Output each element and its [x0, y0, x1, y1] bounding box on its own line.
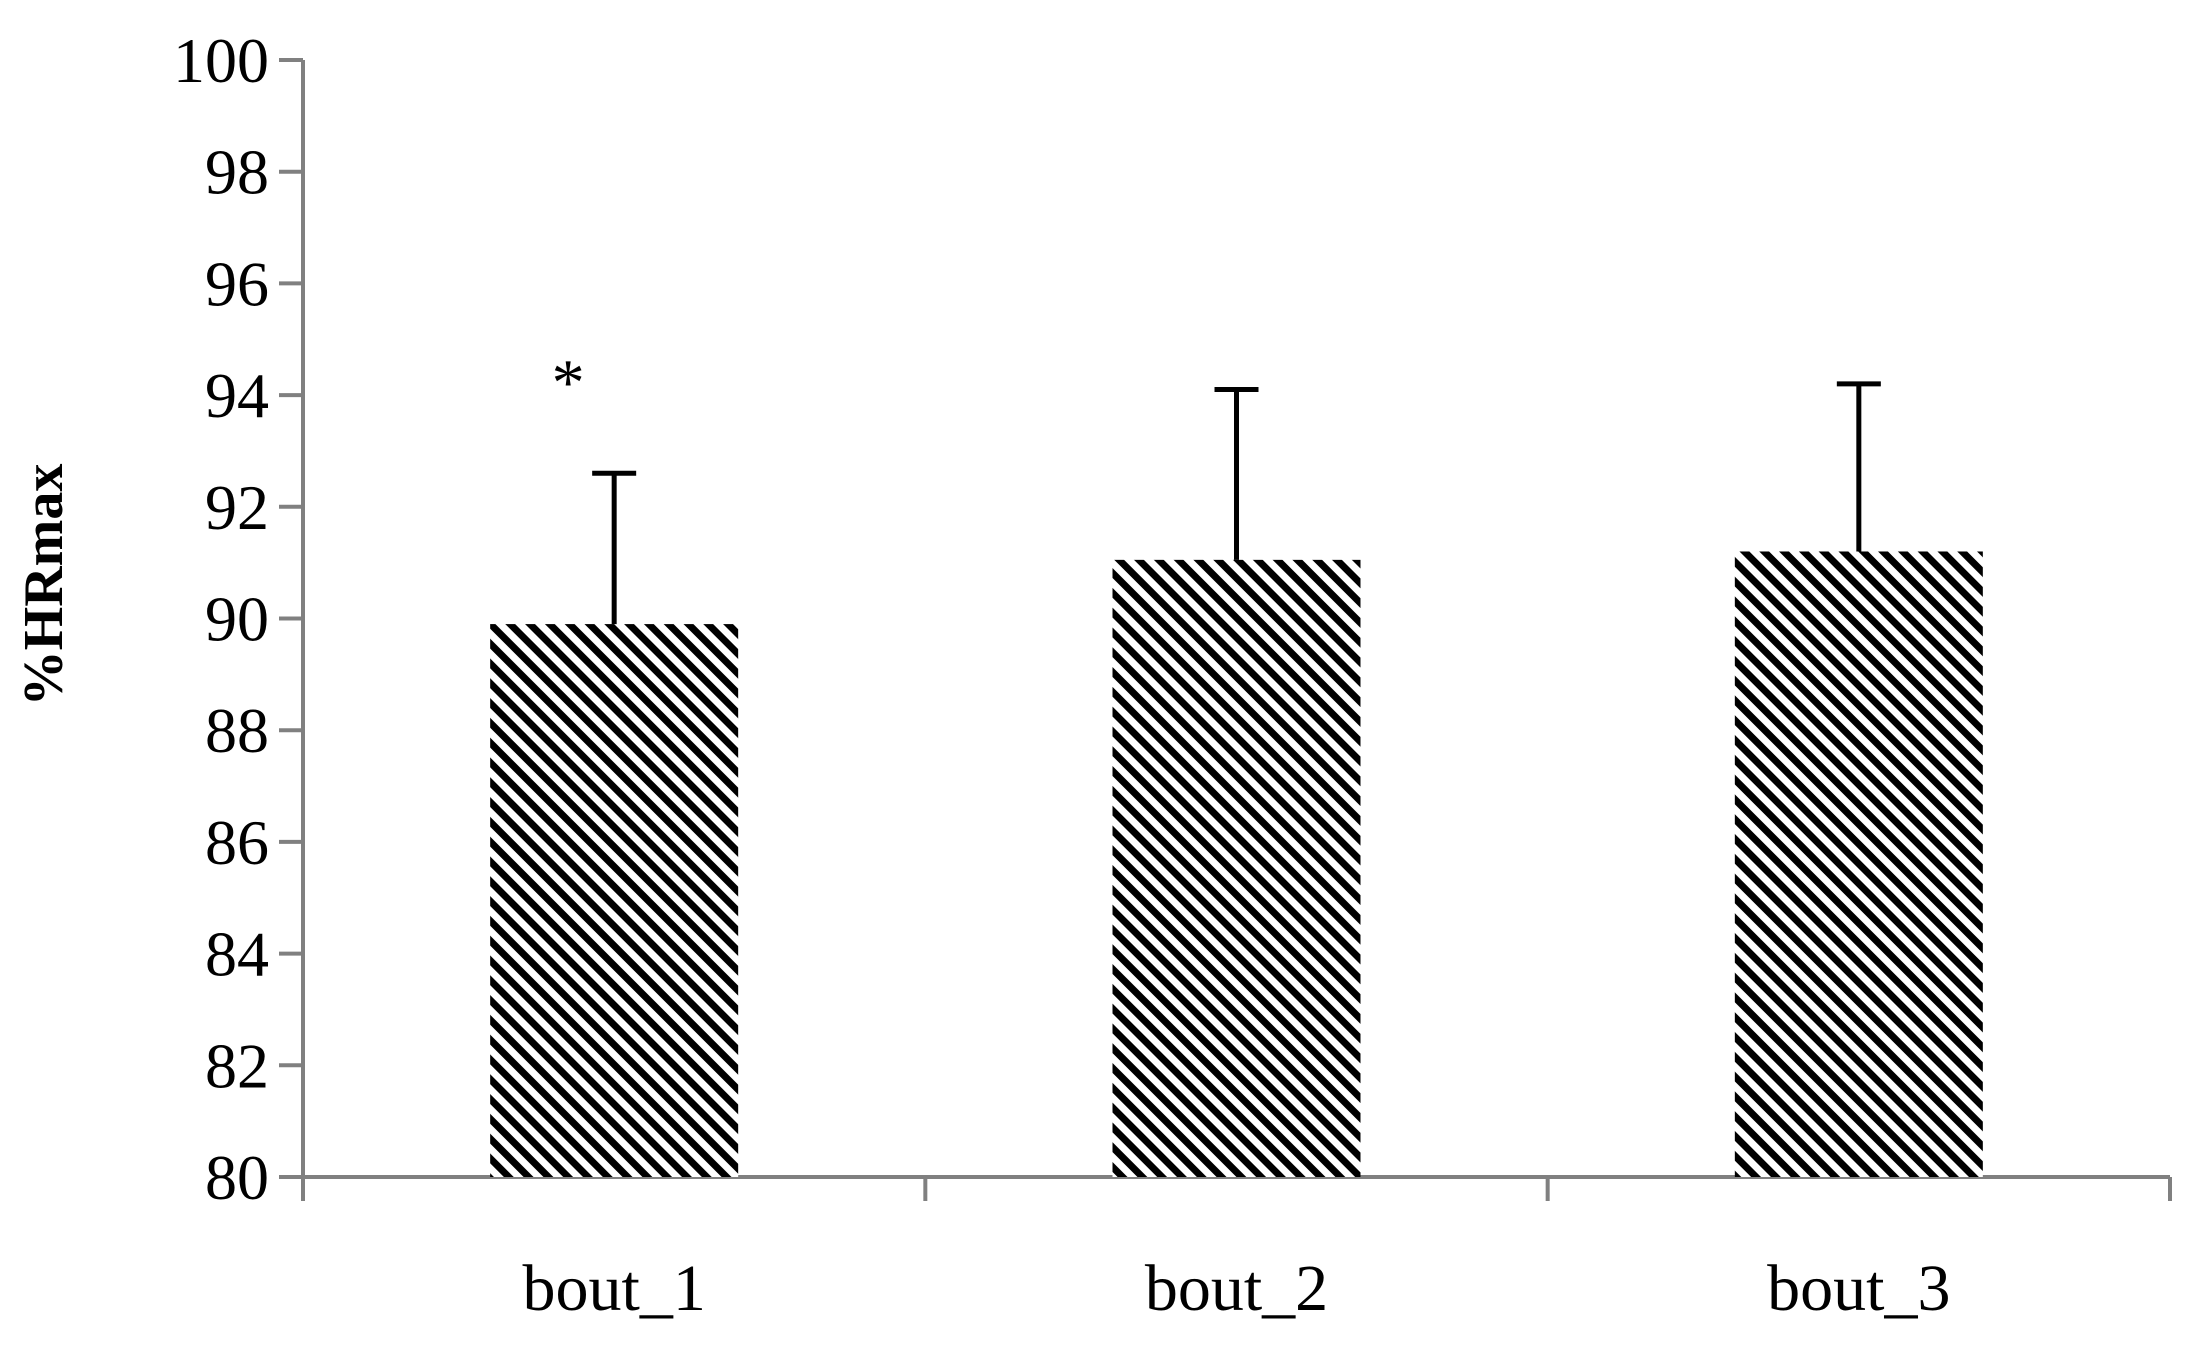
- x-tick-label-bout_1: bout_1: [522, 1252, 705, 1325]
- x-tick-label-bout_3: bout_3: [1767, 1252, 1950, 1325]
- y-tick-label: 94: [205, 360, 269, 431]
- significance-marker: *: [552, 346, 585, 419]
- bar-bout_2: [1112, 559, 1361, 1177]
- bar-bout_1: [490, 624, 739, 1177]
- y-tick-label: 90: [205, 584, 269, 655]
- y-tick-label: 100: [173, 25, 269, 96]
- error-bars: [592, 381, 1881, 625]
- bars: [490, 551, 1983, 1177]
- y-tick-label: 84: [205, 919, 269, 990]
- y-axis-title: %HRmax: [13, 464, 75, 707]
- y-tick-label: 96: [205, 248, 269, 319]
- labels: 80 82 84 86 88 90 92 94 96 98 100 bout_1 bout_2 bout_…: [173, 25, 1951, 1325]
- y-tick-label: 88: [205, 695, 269, 766]
- y-tick-label: 92: [205, 472, 269, 543]
- y-tick-label: 86: [205, 807, 269, 878]
- bar-bout_3: [1734, 551, 1983, 1177]
- y-tick-label: 82: [205, 1030, 269, 1101]
- x-tick-label-bout_2: bout_2: [1145, 1252, 1328, 1325]
- y-tick-label: 98: [205, 137, 269, 208]
- y-tick-label: 80: [205, 1142, 269, 1213]
